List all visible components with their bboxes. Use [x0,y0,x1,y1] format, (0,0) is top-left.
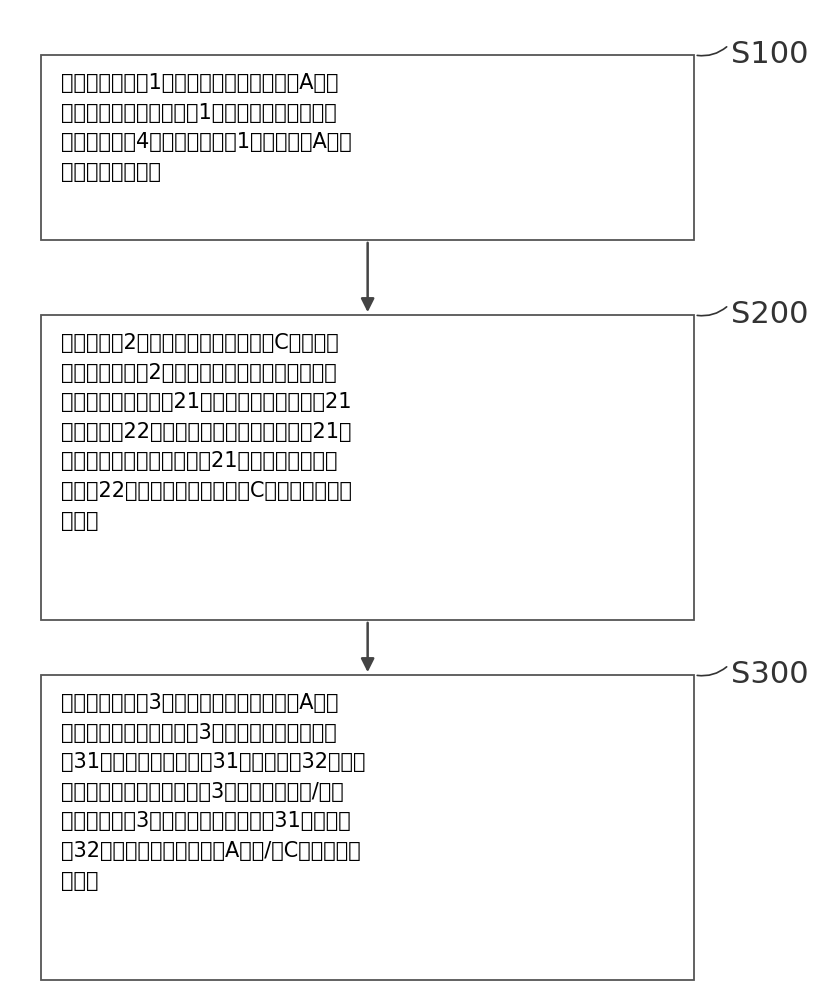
Bar [41,55,694,240]
Text: 将第一竖立板件1装载于加工平台上，控制A轴带
动刀具转至第一竖立板件1的两侧，通过测量并比
较刀具的刀尖4到第一竖立板件1的距离，对A轴进
行转动半径校准。: 将第一竖立板件1装载于加工平台上，控制A轴带 动刀具转至第一竖立板件1的两侧，通… [61,73,352,182]
Bar [41,315,694,620]
Text: S200: S200 [731,300,809,329]
Text: 将第二竖立板件3装载于加工平台上，控制A轴带
动刀具转至第二竖立板件3的两侧，切割出第三方
框31和能围设于第三方框31的第四方框32，通过
测量并比较在第二竖: 将第二竖立板件3装载于加工平台上，控制A轴带 动刀具转至第二竖立板件3的两侧，切… [61,693,366,891]
Text: S100: S100 [731,40,809,69]
Text: S300: S300 [731,660,809,689]
Bar [41,675,694,980]
Text: 将水平板件2装载于加工平台上，控制C轴带动刀
具转至水平板件2的同一表面的不同位置处，切割
出至少两个第一方框21和一个围设于第一方框21
的第二方框22，通过: 将水平板件2装载于加工平台上，控制C轴带动刀 具转至水平板件2的同一表面的不同位… [61,333,352,531]
